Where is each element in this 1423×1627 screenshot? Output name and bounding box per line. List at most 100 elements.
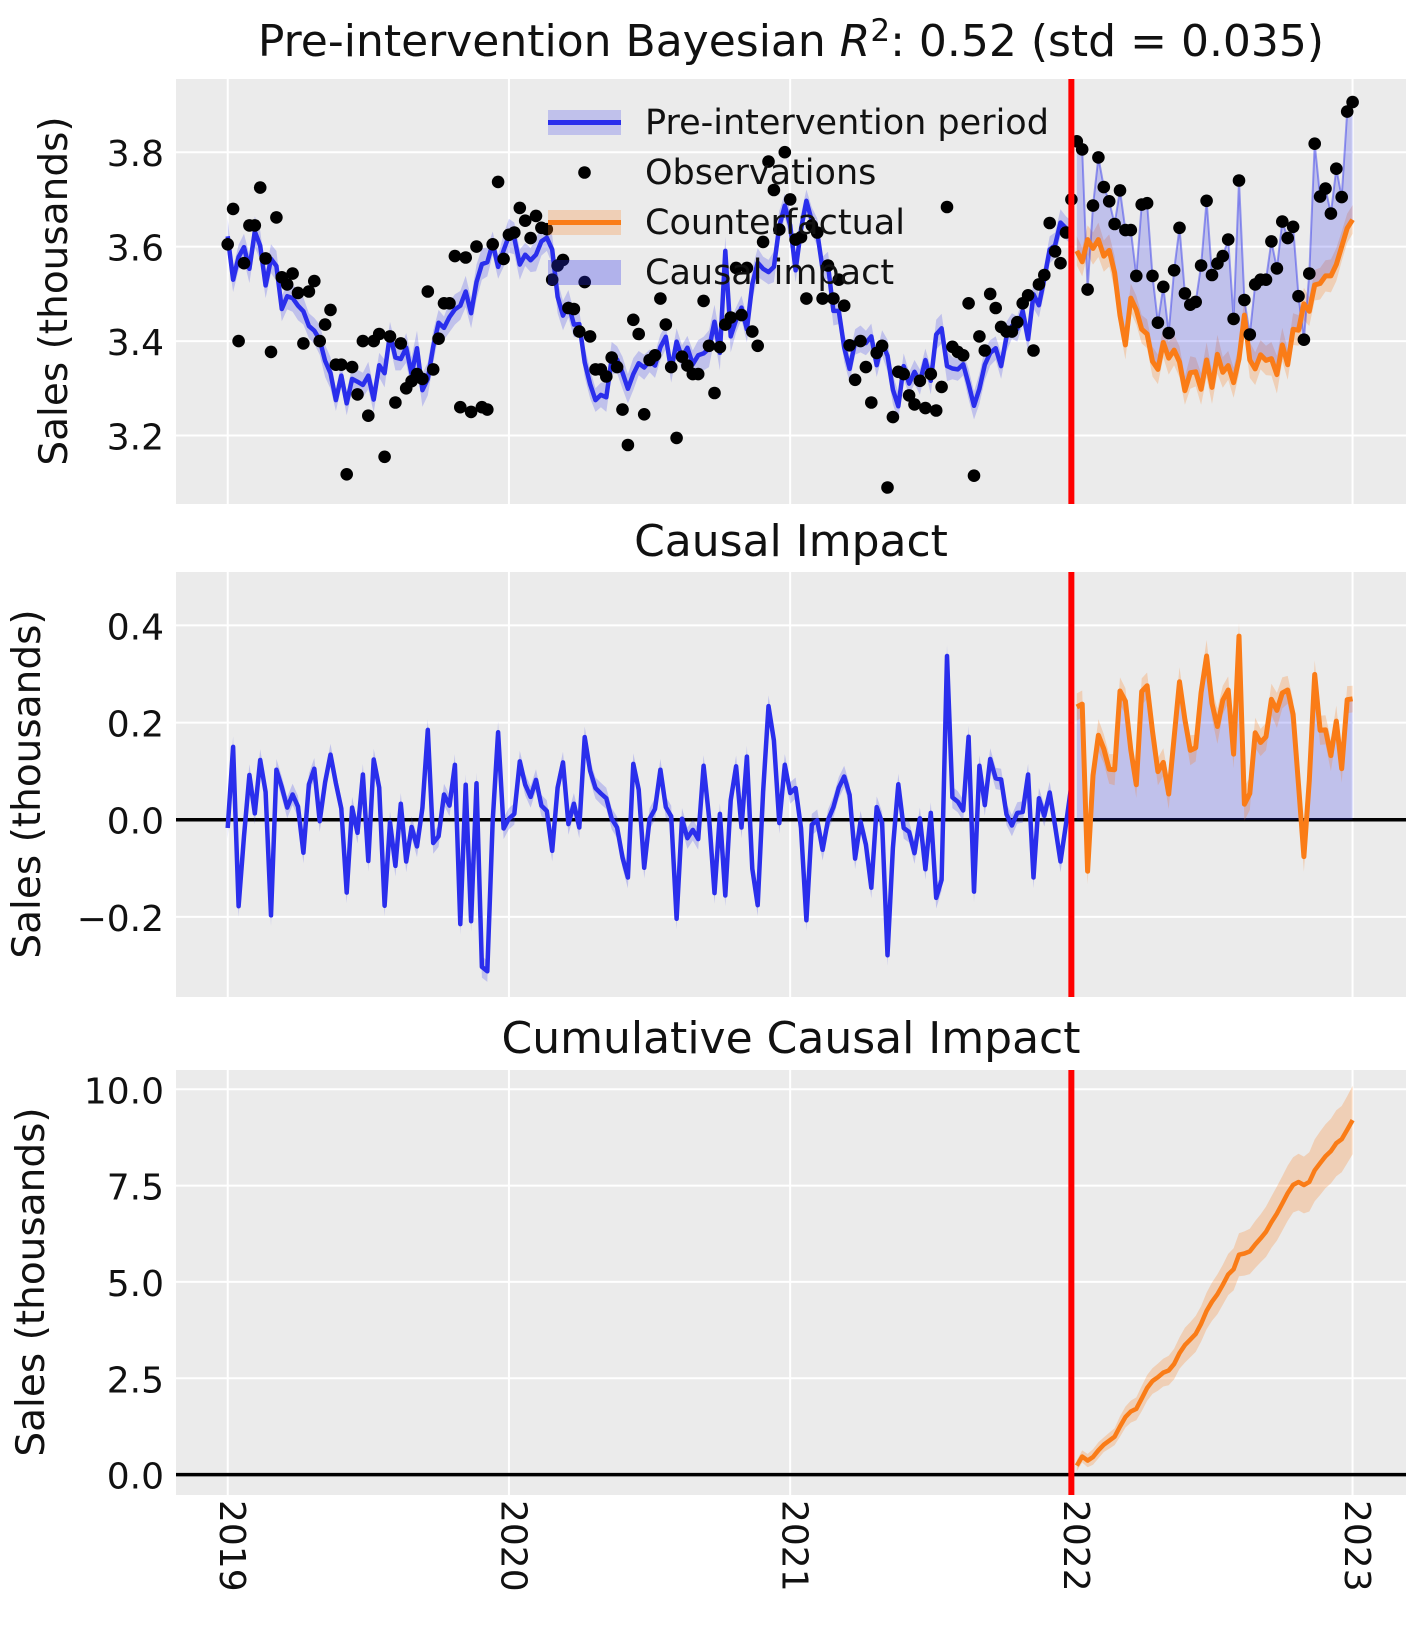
axis-tick-labels: 3.2 3.4 3.6 3.8 −0.2 0.0 0.2 0.4 0.0 2.5 5.0 7.5 10.… [77, 134, 1378, 1591]
ytick-cumulative-5.0: 5.0 [107, 1264, 164, 1305]
observation-dot [810, 226, 824, 239]
observation-dot [464, 405, 478, 419]
observation-dot [226, 202, 240, 216]
observation-dot [1292, 289, 1305, 303]
observation-dot [983, 287, 997, 301]
bottom-panel-title: Cumulative Causal Impact [502, 1013, 1081, 1064]
observation-dot [416, 372, 429, 386]
xtick-2021: 2021 [774, 1500, 815, 1592]
observation-dot [1021, 289, 1035, 302]
observation-dot [800, 292, 813, 305]
observation-dot [459, 251, 473, 264]
legend-label-observations: Observations [645, 153, 876, 193]
observation-dot [729, 261, 743, 275]
observation-dot [221, 238, 234, 251]
observation-dot [962, 297, 975, 310]
observation-dot [286, 267, 299, 280]
legend-item-pre-intervention: Pre-intervention period [548, 103, 1049, 143]
observation-dot [724, 311, 737, 324]
observation-dot [740, 261, 754, 275]
observation-dot [1335, 190, 1348, 204]
observation-dot [1286, 220, 1300, 234]
observation-dot [1178, 287, 1192, 300]
observation-dot [648, 349, 662, 362]
observation-dot [1102, 195, 1116, 208]
observation-dot [1140, 196, 1154, 210]
observation-dot [670, 431, 683, 445]
observation-dot [664, 360, 678, 374]
observation-dot [1108, 217, 1121, 231]
observation-dot [1346, 95, 1359, 109]
observation-dot [1157, 280, 1170, 294]
observation-dot [924, 367, 938, 381]
observation-dot [1124, 223, 1138, 237]
observation-dot [1086, 199, 1100, 212]
observation-dot [1075, 143, 1089, 156]
observation-dot [1238, 293, 1251, 307]
observation-dot [919, 401, 932, 415]
observation-dot [989, 301, 1002, 315]
observation-dot [497, 252, 510, 266]
observation-dot [1308, 137, 1321, 150]
observation-dot [1146, 269, 1159, 283]
observation-dot [1216, 249, 1230, 263]
observation-dot [1276, 215, 1289, 228]
panel-sales-marks [221, 79, 1359, 504]
observation-dot [751, 339, 764, 353]
observation-dot [308, 274, 321, 288]
observation-dot [940, 200, 954, 214]
observation-dot [335, 358, 348, 372]
observation-dot [865, 396, 878, 409]
observation-dot [264, 345, 278, 359]
legend-label-causal-impact: Causal impact [645, 253, 894, 293]
observation-dot [1054, 256, 1067, 270]
observation-dot [1130, 269, 1143, 283]
observation-dot [513, 201, 527, 215]
legend-label-counterfactual: Counterfactual [645, 203, 905, 243]
observation-dot [713, 340, 727, 354]
observation-dot [816, 292, 829, 305]
observation-dot [843, 339, 856, 352]
observation-dot [313, 334, 327, 348]
observation-dot [1189, 295, 1202, 309]
observation-dot [1259, 273, 1273, 287]
ytick-sales-3.6: 3.6 [107, 229, 164, 270]
observation-dot [956, 349, 970, 362]
observation-dot [1221, 233, 1235, 246]
middle-panel-ylabel: Sales (thousands) [5, 609, 50, 958]
observation-dot [627, 313, 640, 327]
cumulative-hdi-band [1076, 1085, 1353, 1472]
observation-dot [518, 214, 532, 227]
ytick-sales-3.8: 3.8 [107, 134, 164, 175]
observation-dot [426, 363, 440, 376]
observation-dot [929, 404, 943, 417]
observation-dot [573, 325, 586, 338]
observation-dot [1200, 194, 1213, 208]
observation-dot [767, 183, 781, 197]
observation-dot [529, 209, 543, 223]
observation-dot [1151, 316, 1165, 330]
observation-dot [248, 219, 262, 232]
ytick-impact-0.4: 0.4 [107, 607, 164, 648]
xtick-2022: 2022 [1055, 1500, 1096, 1592]
observation-dot [848, 373, 862, 387]
ytick-cumulative-10.0: 10.0 [84, 1071, 164, 1112]
observation-dot [1048, 245, 1062, 258]
legend-item-causal-impact: Causal impact [548, 253, 894, 293]
observation-dot [1032, 278, 1046, 291]
observation-dot [978, 344, 992, 357]
observation-dot [935, 380, 948, 394]
observation-dot [967, 469, 981, 483]
observation-dot [481, 403, 494, 416]
observation-dot [746, 325, 759, 338]
observation-dot [875, 339, 889, 353]
observation-dot [1232, 174, 1246, 187]
xtick-2023: 2023 [1336, 1500, 1377, 1592]
observation-dot [1243, 328, 1257, 341]
legend-swatch-observations-dot [578, 166, 591, 179]
observation-dot [702, 339, 716, 353]
observation-dot [773, 223, 786, 236]
observation-dot [1038, 268, 1051, 282]
observation-dot [1167, 264, 1181, 277]
